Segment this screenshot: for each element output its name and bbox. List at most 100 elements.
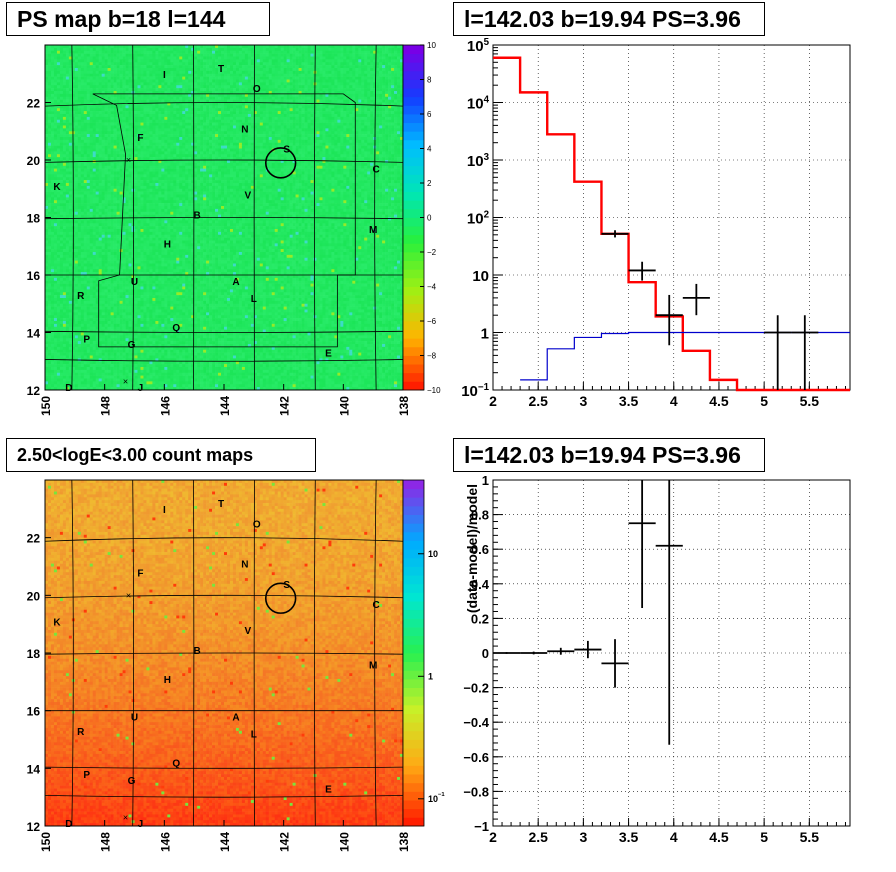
source-label-h: H [164, 675, 171, 686]
x-tick-label: 150 [39, 832, 53, 852]
x-tick-label: 2 [489, 393, 497, 409]
x-tick-label: 150 [39, 396, 53, 416]
y-tick-label: 1 [482, 473, 489, 488]
source-label-f: F [137, 568, 143, 579]
cross-marker: × [123, 376, 128, 386]
source-label-t: T [218, 499, 224, 510]
source-label-r: R [77, 291, 85, 302]
spectrum-title: l=142.03 b=19.94 PS=3.96 [453, 2, 765, 36]
source-label-t: T [218, 64, 224, 75]
x-tick-label: 144 [218, 396, 232, 416]
y-tick-label: 22 [27, 97, 41, 111]
x-tick-label: 138 [397, 832, 411, 852]
y-tick-label: 104 [467, 95, 490, 113]
source-label-p: P [83, 770, 90, 781]
y-axis-label: (data-model)/model [464, 484, 480, 613]
data-point-0 [493, 652, 520, 654]
x-tick-label: 4.5 [709, 829, 729, 845]
source-label-j: J [138, 819, 144, 830]
y-tick-label: −1 [474, 819, 489, 834]
source-label-k: K [53, 182, 61, 193]
source-label-l: L [251, 730, 257, 741]
y-tick-label: −0.4 [463, 715, 489, 730]
y-tick-label: 20 [27, 589, 41, 603]
source-label-i: I [163, 70, 166, 81]
source-label-b: B [194, 211, 201, 222]
colorbar-tick-label: 8 [427, 76, 432, 85]
count-maps-title: 2.50<logE<3.00 count maps [6, 438, 316, 472]
source-label-v: V [245, 191, 252, 202]
x-tick-label: 142 [278, 832, 292, 852]
y-tick-label: 102 [467, 210, 490, 228]
colorbar-tick-label: 10−1 [428, 792, 445, 804]
y-tick-label: 16 [27, 705, 41, 719]
y-tick-label: 18 [27, 212, 41, 226]
colorbar-tick-label: −8 [427, 352, 437, 361]
colorbar-tick-label: 0 [427, 214, 432, 223]
source-label-s: S [283, 145, 290, 156]
colorbar-tick-label: 10 [428, 549, 438, 559]
source-label-e: E [325, 349, 332, 360]
y-tick-label: 14 [27, 327, 41, 341]
x-tick-label: 2.5 [528, 829, 548, 845]
source-label-o: O [253, 519, 261, 530]
y-tick-label: 22 [27, 532, 41, 546]
source-label-e: E [325, 785, 332, 796]
x-tick-label: 138 [397, 396, 411, 416]
source-label-a: A [232, 277, 239, 288]
source-label-f: F [137, 133, 143, 144]
source-label-n: N [241, 124, 248, 135]
y-tick-label: 12 [27, 384, 41, 398]
source-label-m: M [369, 661, 377, 672]
colorbar-tick-label: −4 [427, 283, 437, 292]
colorbar-tick-label: 6 [427, 110, 432, 119]
colorbar-tick-label: 10 [427, 41, 436, 50]
source-label-a: A [232, 712, 239, 723]
x-tick-label: 3.5 [619, 829, 639, 845]
source-label-k: K [53, 617, 61, 628]
y-tick-label: 12 [27, 820, 41, 834]
cross-marker: × [126, 590, 131, 600]
x-tick-label: 4 [670, 829, 678, 845]
source-label-v: V [245, 626, 252, 637]
y-tick-label: 10 [472, 268, 489, 285]
x-tick-label: 142 [278, 396, 292, 416]
x-tick-label: 5 [760, 829, 768, 845]
x-tick-label: 144 [218, 832, 232, 852]
colorbar-tick-label: −6 [427, 317, 437, 326]
x-tick-label: 2.5 [528, 393, 548, 409]
source-label-g: G [128, 776, 136, 787]
x-tick-label: 148 [99, 832, 113, 852]
source-label-d: D [65, 819, 72, 830]
y-tick-label: 10−1 [461, 382, 489, 400]
x-tick-label: 140 [337, 396, 351, 416]
source-label-j: J [138, 383, 144, 394]
source-label-p: P [83, 334, 90, 345]
y-tick-label: 14 [27, 762, 41, 776]
y-tick-label: 1 [481, 326, 489, 343]
source-label-m: M [369, 225, 377, 236]
colorbar-tick-label: 1 [428, 671, 433, 681]
y-tick-label: −0.6 [463, 750, 489, 765]
x-tick-label: 4.5 [709, 393, 729, 409]
ps-map-title: PS map b=18 l=144 [6, 2, 270, 36]
x-tick-label: 146 [158, 832, 172, 852]
colorbar-tick-label: 4 [427, 145, 432, 154]
source-label-g: G [128, 340, 136, 351]
y-tick-label: 20 [27, 154, 41, 168]
x-tick-label: 2 [489, 829, 497, 845]
colorbar-tick-label: 2 [427, 179, 432, 188]
source-label-h: H [164, 239, 171, 250]
x-tick-label: 3 [579, 829, 587, 845]
x-tick-label: 5 [760, 393, 768, 409]
source-label-b: B [194, 646, 201, 657]
x-tick-label: 140 [337, 832, 351, 852]
source-label-r: R [77, 727, 85, 738]
source-label-s: S [283, 580, 290, 591]
x-tick-label: 146 [158, 396, 172, 416]
x-tick-label: 5.5 [800, 829, 820, 845]
